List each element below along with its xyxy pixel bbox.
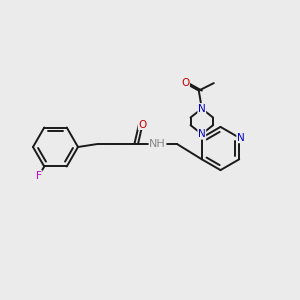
Text: N: N — [237, 133, 244, 143]
Text: F: F — [36, 171, 42, 181]
Text: O: O — [181, 78, 189, 88]
Text: N: N — [198, 103, 206, 114]
Text: NH: NH — [149, 139, 166, 149]
Text: O: O — [138, 119, 147, 130]
Text: N: N — [198, 129, 206, 139]
